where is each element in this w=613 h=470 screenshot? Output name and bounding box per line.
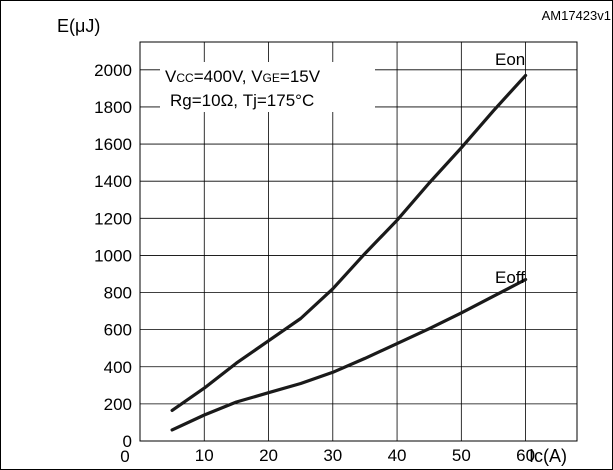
- x-tick-label: 10: [195, 446, 214, 465]
- x-axis-title: Ic(A): [529, 446, 567, 466]
- grid: [140, 42, 577, 441]
- y-tick-label: 400: [104, 358, 132, 377]
- y-tick-label: 200: [104, 395, 132, 414]
- conditions-background: [160, 62, 375, 112]
- x-tick-label: 60: [516, 446, 535, 465]
- x-tick-label-zero: 0: [120, 447, 129, 466]
- y-tick-label: 1800: [94, 98, 132, 117]
- y-tick-label: 2000: [94, 61, 132, 80]
- labels: 10 20 30 40 50 600200400600800100012001400160…: [94, 50, 535, 465]
- cond-vge-sub: GE: [263, 71, 280, 85]
- cond-vcc-sub: CC: [176, 71, 194, 85]
- y-tick-label: 1600: [94, 135, 132, 154]
- series-eon-label: Eon: [495, 50, 525, 69]
- y-tick-label: 600: [104, 321, 132, 340]
- y-tick-label: 1400: [94, 172, 132, 191]
- cond-v: V: [165, 67, 177, 86]
- y-tick-label: 1200: [94, 209, 132, 228]
- series-eon-line: [170, 73, 528, 412]
- x-tick-label: 20: [259, 446, 278, 465]
- cond-mid: =400V, V: [194, 67, 264, 86]
- conditions-line-2: Rg=10Ω, Tj=175°C: [170, 91, 314, 110]
- series-eoff-label: Eoff: [495, 268, 525, 287]
- y-tick-label: 1000: [94, 246, 132, 265]
- series-eoff-line: [170, 277, 528, 432]
- x-tick-label: 50: [452, 446, 471, 465]
- plot-area-border: [139, 41, 578, 442]
- conditions-line-1: VCC=400V, VGE=15V: [165, 67, 321, 86]
- figure-id: AM17423v1: [542, 8, 611, 23]
- x-tick-label: 30: [323, 446, 342, 465]
- cond-end: =15V: [280, 67, 321, 86]
- y-tick-label: 0: [123, 432, 132, 451]
- y-tick-label: 800: [104, 284, 132, 303]
- x-tick-label: 40: [388, 446, 407, 465]
- curves: [170, 73, 528, 432]
- y-axis-title: E(μJ): [57, 16, 100, 36]
